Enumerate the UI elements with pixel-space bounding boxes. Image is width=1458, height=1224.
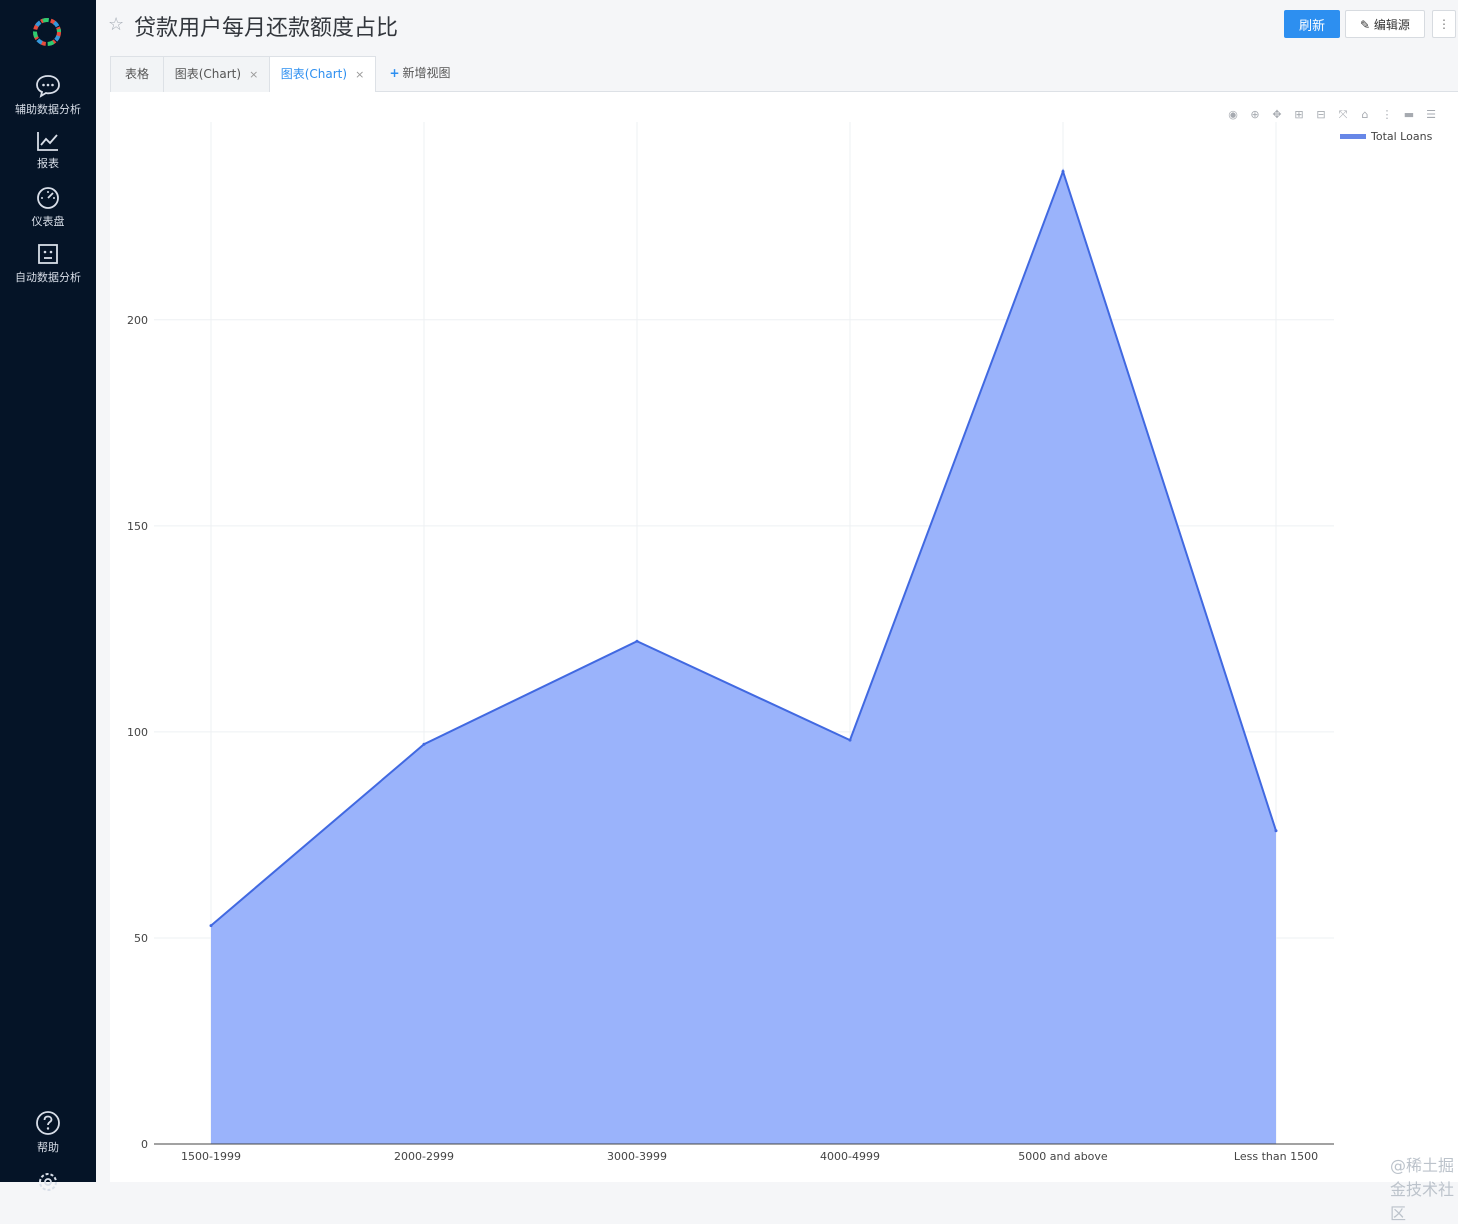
x-tick-label: 5000 and above: [1018, 1150, 1108, 1163]
main-area: ☆ 贷款用户每月还款额度占比 刷新 ✎ 编辑源 ⋮ 表格 图表(Chart) × …: [96, 0, 1458, 1223]
data-point: [635, 639, 639, 643]
x-tick-label: 1500-1999: [181, 1150, 241, 1163]
help-icon: [36, 1111, 60, 1135]
watermark: @稀土掘金技术社区: [1390, 1156, 1455, 1223]
sidebar-item-label: 仪表盘: [31, 215, 65, 228]
camera-icon[interactable]: ◉: [1228, 108, 1238, 121]
hover-closest-icon[interactable]: ▬: [1403, 108, 1415, 121]
y-tick-label: 0: [141, 1138, 148, 1151]
plus-icon: +: [389, 66, 400, 80]
tab-chart-1[interactable]: 图表(Chart) ×: [163, 56, 270, 92]
sidebar-item-assisted-analysis[interactable]: 辅助数据分析: [0, 74, 96, 117]
tab-chart-2[interactable]: 图表(Chart) ×: [269, 56, 376, 93]
chat-icon: [36, 75, 60, 98]
x-tick-label: Less than 1500: [1234, 1150, 1318, 1163]
area-chart: 0 50 100 150 200 1500-1999 2000-2999 3000-3999 4…: [127, 122, 1334, 1163]
spike-lines-icon[interactable]: ⋮: [1381, 108, 1393, 121]
robot-icon: [38, 244, 58, 264]
data-point: [848, 738, 852, 742]
tab-label: 图表(Chart): [174, 67, 242, 81]
tab-label: 图表(Chart): [280, 67, 348, 81]
series-line: [210, 168, 1277, 927]
sidebar-item-label: 报表: [37, 157, 59, 170]
add-view-label: 新增视图: [402, 66, 451, 80]
hover-compare-icon[interactable]: ☰: [1426, 108, 1436, 121]
sidebar: 辅助数据分析 报表 仪表盘 自动数据分析 帮助: [0, 0, 96, 1191]
data-point: [1061, 169, 1065, 173]
view-tabs: 表格 图表(Chart) × 图表(Chart) × + 新增视图: [110, 56, 1458, 93]
tab-label: 表格: [124, 67, 149, 81]
series-area: [211, 171, 1276, 1145]
legend-swatch: [1340, 134, 1366, 139]
zoom-icon[interactable]: ⊕: [1250, 108, 1260, 121]
pan-icon[interactable]: ✥: [1272, 108, 1282, 121]
autoscale-icon[interactable]: ⤧: [1338, 108, 1348, 121]
x-tick-label: 2000-2999: [394, 1150, 454, 1163]
chart-panel: ◉ ⊕ ✥ ⊞ ⊟ ⤧ ⌂ ⋮ ▬ ☰ Total Loans 0 50 100 15…: [110, 92, 1458, 1182]
data-point: [209, 924, 213, 928]
x-tick-label: 3000-3999: [607, 1150, 667, 1163]
close-tab-icon[interactable]: ×: [249, 68, 259, 81]
sidebar-item-label: 辅助数据分析: [15, 103, 81, 116]
x-tick-label: 4000-4999: [820, 1150, 880, 1163]
edit-source-button[interactable]: ✎ 编辑源: [1345, 10, 1425, 38]
sidebar-item-dashboard[interactable]: 仪表盘: [0, 186, 96, 229]
sidebar-item-auto-analysis[interactable]: 自动数据分析: [0, 242, 96, 285]
y-tick-label: 200: [127, 314, 148, 327]
sidebar-item-label: 帮助: [37, 1141, 59, 1154]
more-options-button[interactable]: ⋮: [1432, 10, 1456, 38]
close-tab-icon[interactable]: ×: [355, 68, 365, 81]
y-tick-label: 50: [134, 932, 148, 945]
page-title: 贷款用户每月还款额度占比: [134, 16, 399, 41]
tab-table[interactable]: 表格: [110, 56, 164, 92]
legend-label: Total Loans: [1371, 130, 1433, 143]
sidebar-item-label: 自动数据分析: [15, 271, 81, 284]
y-tick-label: 150: [127, 520, 148, 533]
settings-gear-icon[interactable]: [36, 1170, 60, 1194]
sidebar-item-reports[interactable]: 报表: [0, 130, 96, 171]
home-icon[interactable]: ⌂: [1361, 108, 1369, 121]
edit-icon: ✎: [1360, 17, 1374, 32]
line-chart-icon: [37, 132, 58, 151]
favorite-star-icon[interactable]: ☆: [108, 14, 125, 35]
app-logo-icon[interactable]: [31, 16, 63, 48]
chart-toolbar: ◉ ⊕ ✥ ⊞ ⊟ ⤧ ⌂ ⋮ ▬ ☰: [1226, 108, 1438, 124]
chart-legend[interactable]: Total Loans: [1340, 130, 1432, 143]
data-point: [1274, 829, 1278, 833]
zoom-in-icon[interactable]: ⊞: [1294, 108, 1304, 121]
gauge-icon: [37, 187, 59, 209]
edit-source-label: 编辑源: [1373, 17, 1410, 32]
y-tick-label: 100: [127, 726, 148, 739]
zoom-out-icon[interactable]: ⊟: [1316, 108, 1326, 121]
sidebar-item-help[interactable]: 帮助: [0, 1110, 96, 1155]
refresh-button[interactable]: 刷新: [1284, 10, 1340, 38]
data-point: [422, 742, 426, 746]
add-view-tab[interactable]: + 新增视图: [380, 56, 460, 92]
